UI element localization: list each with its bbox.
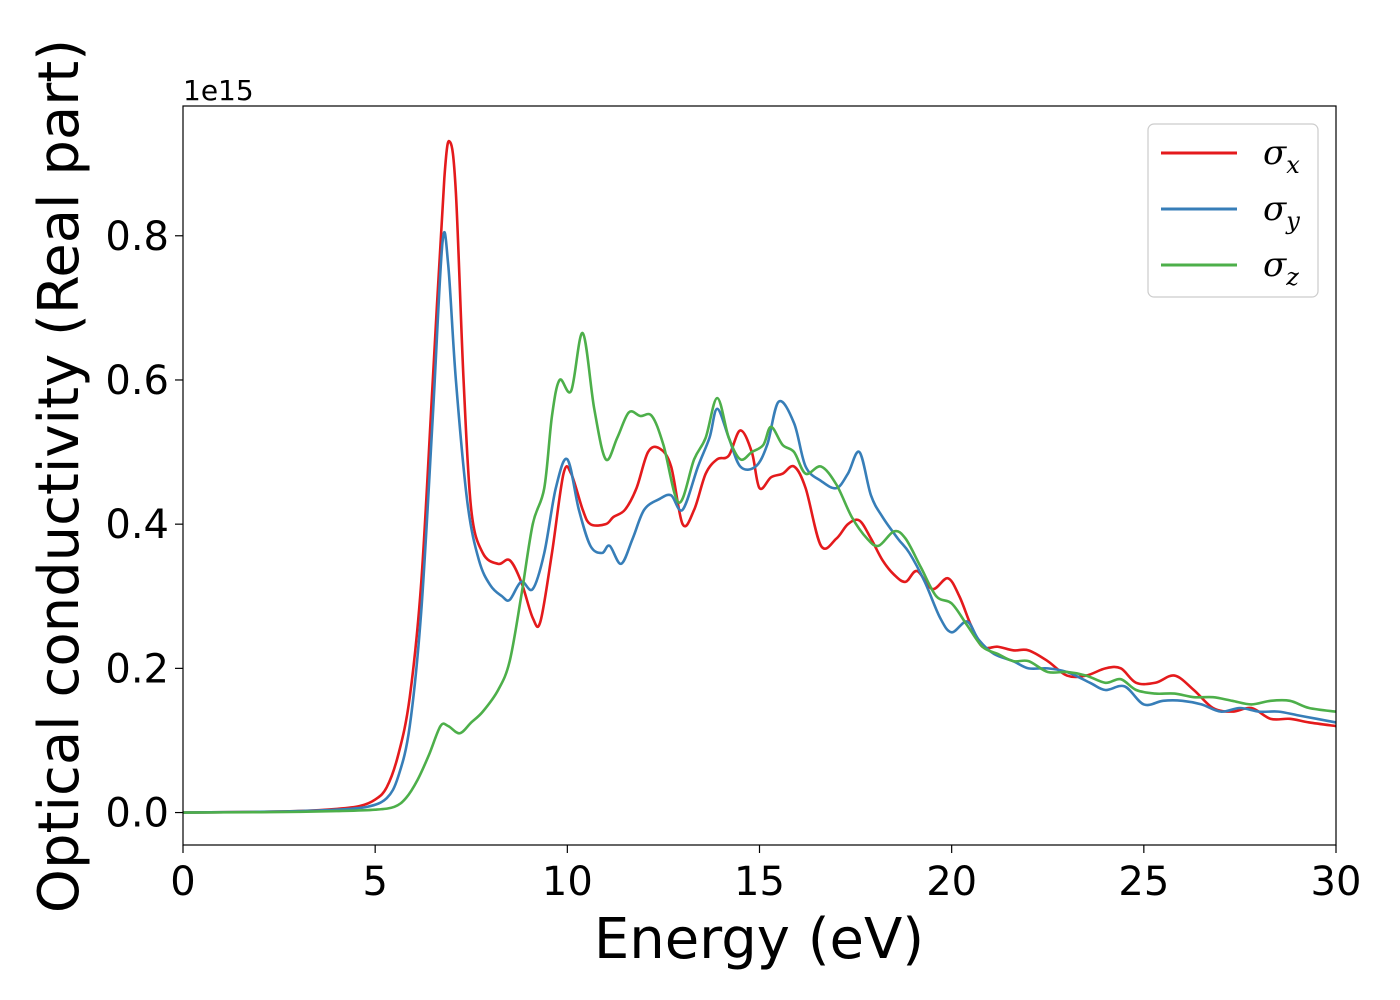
x-tick-label: 0 <box>170 859 195 905</box>
legend-label-z: σz <box>1263 245 1299 291</box>
y-tick-label: 0.2 <box>105 646 169 692</box>
series-layer <box>182 139 1337 814</box>
x-tick-label: 30 <box>1311 859 1362 905</box>
legend-label-y: σy <box>1263 189 1300 235</box>
x-axis: 0 5 10 15 20 25 30 <box>170 845 1361 905</box>
x-tick-label: 15 <box>734 859 785 905</box>
y-tick-label: 0.6 <box>105 358 169 404</box>
plot-area <box>183 106 1336 845</box>
x-tick-label: 5 <box>362 859 387 905</box>
y-tick-label: 0.8 <box>105 214 169 260</box>
legend-label-x: σx <box>1263 133 1300 179</box>
y-offset-label: 1e15 <box>183 74 254 107</box>
series-line-z <box>182 331 1337 814</box>
y-axis: 0.0 0.2 0.4 0.6 0.8 <box>105 214 183 837</box>
legend: σx σy σz <box>1147 123 1319 298</box>
x-tick-label: 25 <box>1118 859 1169 905</box>
x-axis-title: Energy (eV) <box>594 907 924 972</box>
x-tick-label: 20 <box>926 859 977 905</box>
y-axis-title: Optical conductivity (Real part) <box>27 39 92 913</box>
y-tick-label: 0.0 <box>105 791 169 837</box>
y-tick-label: 0.4 <box>105 502 169 548</box>
x-tick-label: 10 <box>542 859 593 905</box>
